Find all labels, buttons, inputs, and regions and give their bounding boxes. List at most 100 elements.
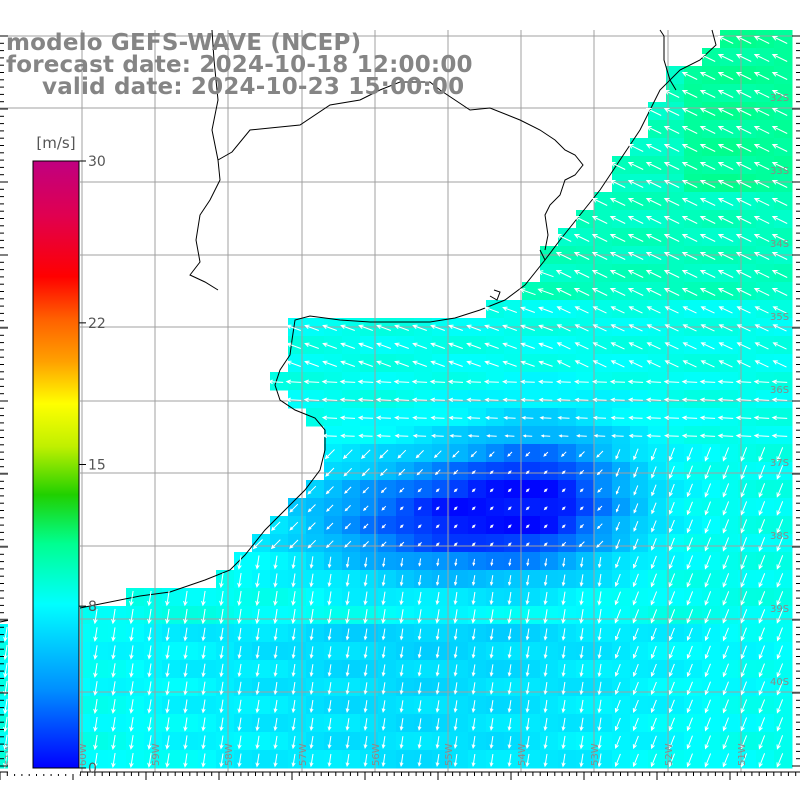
wind-arrow <box>543 488 548 493</box>
wind-arrow <box>579 574 584 587</box>
wind-arrow <box>776 447 784 462</box>
wind-arrow <box>740 681 747 696</box>
lat-lon-grid <box>0 30 800 772</box>
wind-arrow <box>627 234 644 242</box>
wind-arrow <box>614 664 621 677</box>
wind-cell <box>288 552 307 571</box>
wind-cell <box>558 444 577 463</box>
wind-cell <box>756 300 775 319</box>
wind-cell <box>522 570 541 589</box>
wind-cell <box>432 354 451 373</box>
wind-arrow <box>717 397 734 403</box>
wind-cell <box>216 570 235 589</box>
wind-arrow <box>627 216 644 224</box>
wind-arrow <box>740 465 748 480</box>
wind-cell <box>648 138 667 157</box>
wind-arrow <box>435 488 440 493</box>
wind-cell <box>342 408 361 427</box>
wind-cell <box>720 156 739 175</box>
wind-arrow <box>736 324 751 332</box>
wind-cell <box>306 660 325 679</box>
wind-arrow <box>758 645 765 660</box>
wind-cell <box>522 372 541 391</box>
colorbar-tick-label: 0 <box>88 761 97 777</box>
wind-cell <box>684 354 703 373</box>
wind-cell <box>666 408 685 427</box>
wind-arrow <box>717 270 734 278</box>
wind-arrow <box>597 699 602 714</box>
wind-arrow <box>650 753 657 768</box>
wind-arrow <box>771 234 788 242</box>
wind-arrow <box>668 699 675 714</box>
wind-cell <box>702 210 721 229</box>
wind-cell <box>486 480 505 499</box>
wind-cell <box>720 120 739 139</box>
wind-arrow <box>111 717 116 732</box>
wind-arrow <box>327 736 332 750</box>
wind-arrow <box>183 645 188 660</box>
wind-cell <box>558 426 577 445</box>
wind-cell <box>630 480 649 499</box>
wind-arrow <box>663 108 680 116</box>
wind-cell <box>342 516 361 535</box>
wind-arrow <box>704 609 712 624</box>
wind-arrow <box>273 717 278 732</box>
wind-cell <box>576 642 595 661</box>
wind-cell <box>774 354 793 373</box>
wind-arrow <box>435 754 440 768</box>
wind-arrow <box>507 470 512 475</box>
wind-arrow <box>699 90 716 98</box>
wind-arrow <box>399 524 404 529</box>
wind-arrow <box>525 646 530 659</box>
wind-arrow <box>435 506 440 511</box>
wind-cell <box>576 462 595 481</box>
wind-cell <box>360 336 379 355</box>
wind-cell <box>558 588 577 607</box>
wind-cell <box>756 696 775 715</box>
wind-arrow <box>681 216 698 224</box>
wind-arrow <box>650 717 657 732</box>
wind-arrow <box>525 717 530 732</box>
wind-cell <box>540 336 559 355</box>
wind-arrow <box>699 415 716 421</box>
wind-cell <box>432 606 451 625</box>
wind-cell <box>378 516 397 535</box>
wind-arrow <box>645 270 662 278</box>
wind-cell <box>540 606 559 625</box>
wind-arrow <box>322 324 337 331</box>
wind-arrow <box>609 288 626 296</box>
wind-cell <box>720 696 739 715</box>
wind-arrow <box>579 628 584 641</box>
wind-arrow <box>543 682 548 696</box>
wind-cell <box>504 678 523 697</box>
wind-arrow <box>771 433 788 439</box>
wind-arrow <box>435 591 440 606</box>
wind-arrow <box>740 573 748 588</box>
wind-cell <box>324 732 343 751</box>
wind-arrow <box>646 324 661 332</box>
wind-cell <box>648 444 667 463</box>
wind-arrow <box>668 645 675 660</box>
wind-cell <box>648 174 667 193</box>
wind-cell <box>576 516 595 535</box>
wind-cell <box>576 588 595 607</box>
wind-arrow <box>309 700 314 714</box>
wind-arrow <box>668 627 675 642</box>
wind-arrow <box>273 591 278 607</box>
wind-cell <box>720 102 739 121</box>
wind-arrow <box>668 753 675 768</box>
wind-arrow <box>579 506 584 511</box>
wind-arrow <box>758 681 766 696</box>
wind-cell <box>342 678 361 697</box>
wind-arrow <box>286 360 301 367</box>
wind-cell <box>378 660 397 679</box>
wind-arrow <box>340 342 355 349</box>
wind-arrow <box>453 646 458 659</box>
wind-arrow <box>525 506 530 511</box>
wind-cell <box>306 606 325 625</box>
wind-cell <box>450 462 469 481</box>
wind-arrow <box>668 502 675 515</box>
wind-cell <box>198 732 217 751</box>
wind-arrow <box>339 397 356 403</box>
wind-cell <box>612 336 631 355</box>
